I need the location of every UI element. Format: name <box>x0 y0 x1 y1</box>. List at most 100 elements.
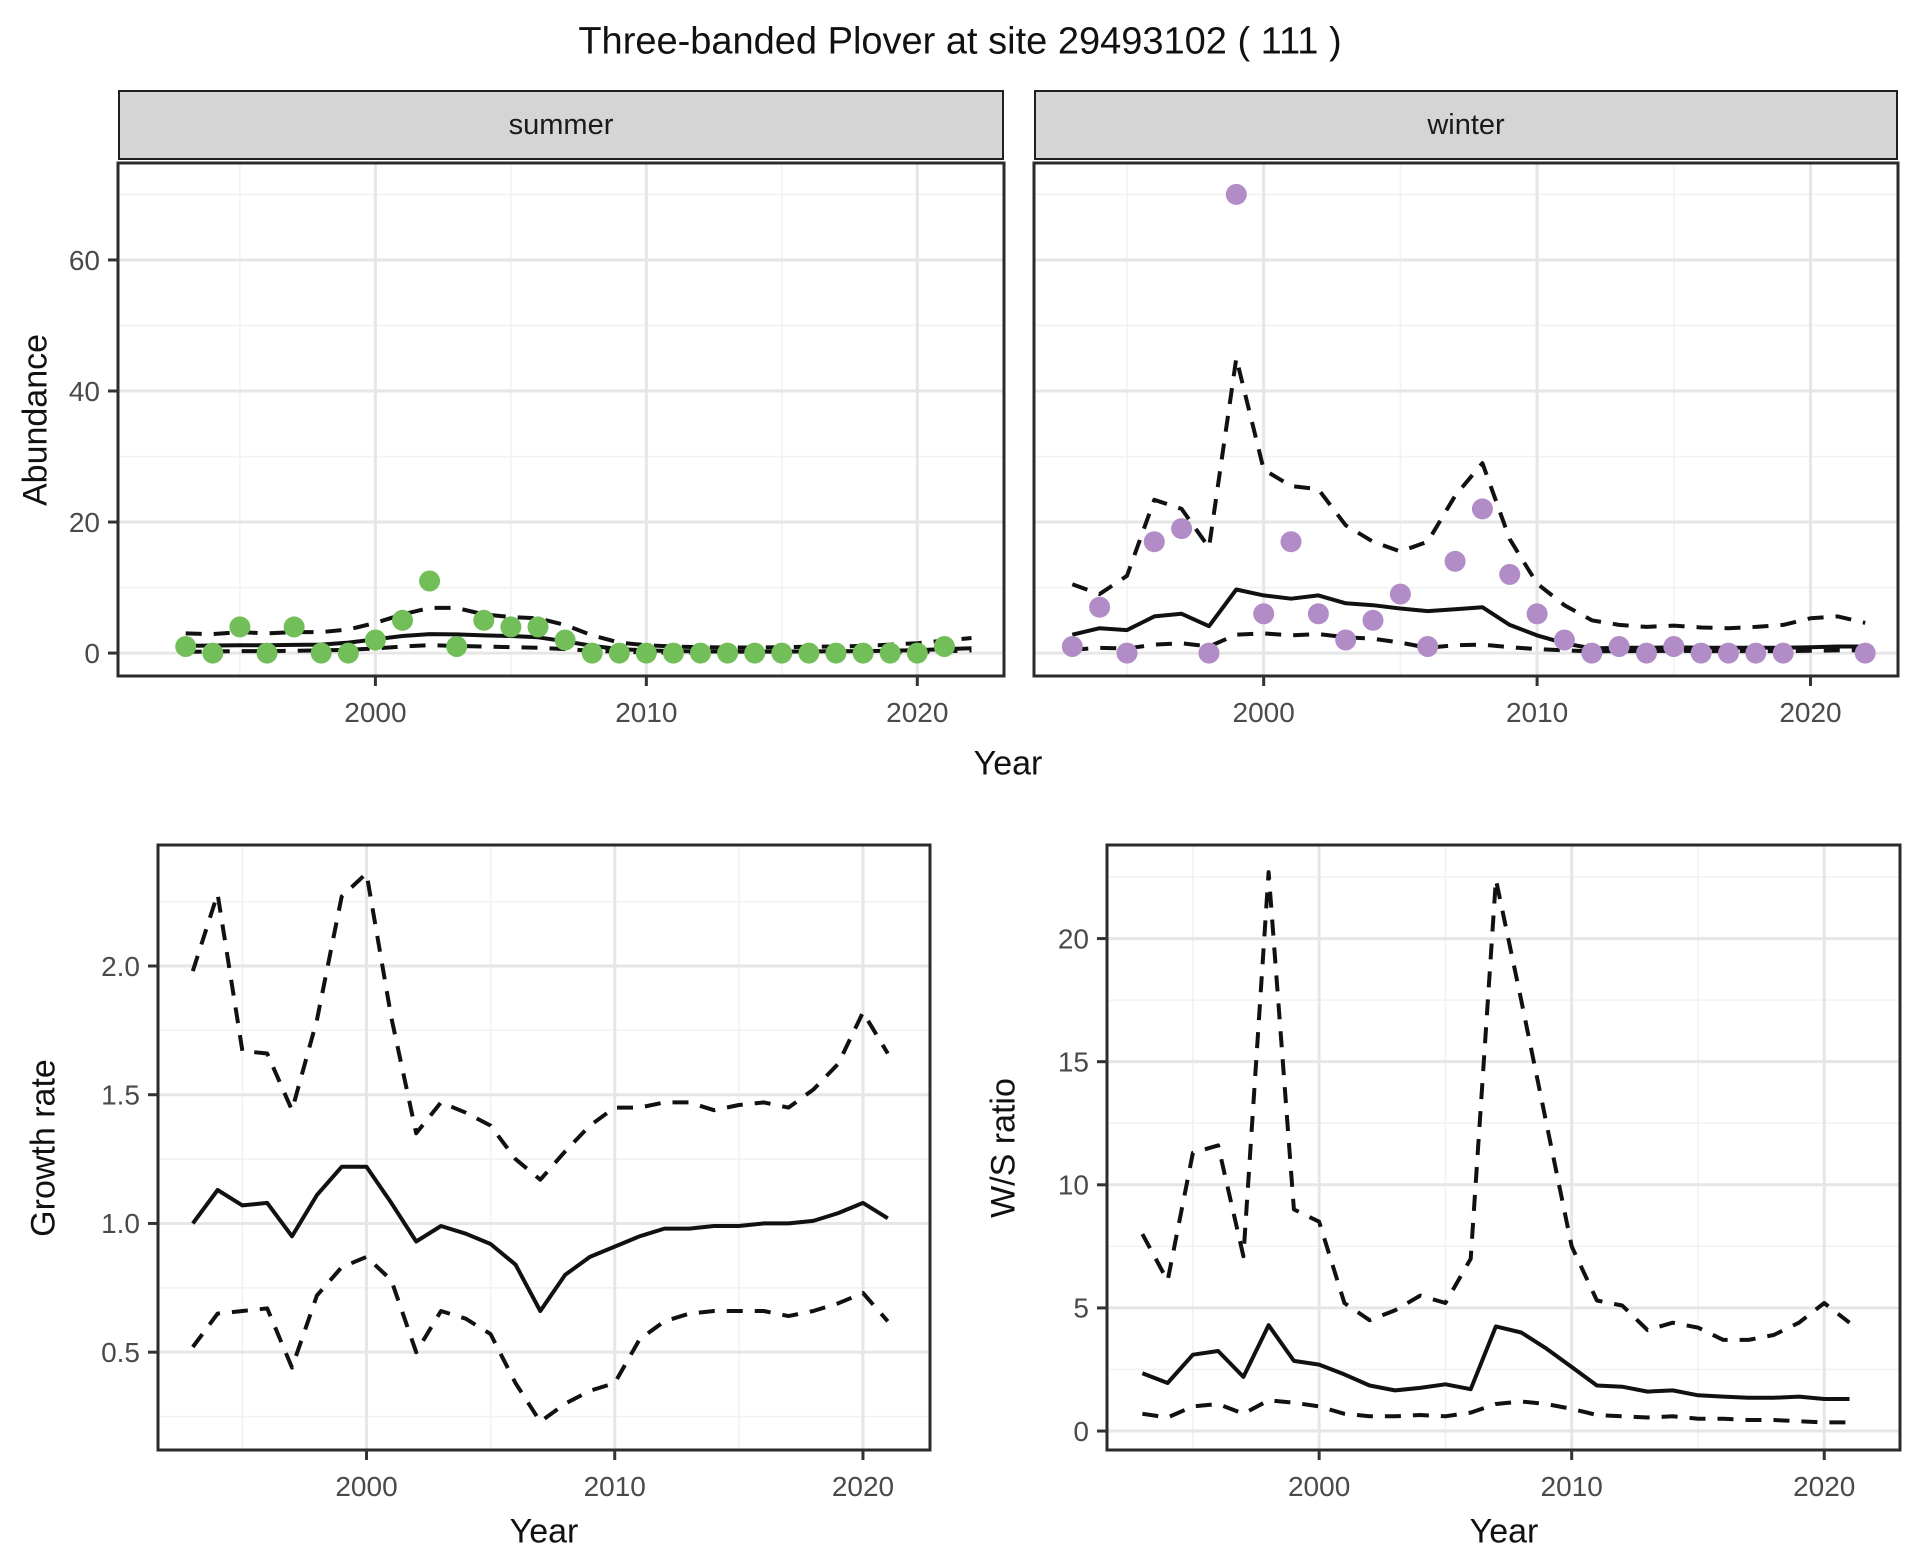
x-tick-label: 2000 <box>1288 1471 1350 1502</box>
y-tick-label: 2.0 <box>101 951 140 982</box>
data-point <box>771 642 793 664</box>
data-point <box>554 629 576 651</box>
data-point <box>1772 642 1794 664</box>
series-lower-ci <box>1072 631 1866 654</box>
data-point <box>1089 596 1111 618</box>
data-point <box>1636 642 1657 664</box>
series-fit <box>191 1164 889 1313</box>
x-tick-label: 2010 <box>615 697 677 728</box>
facet-strip-summer: summer <box>118 90 1004 160</box>
y-axis-title-ws-ratio: W/S ratio <box>984 1078 1023 1218</box>
data-point <box>1690 642 1712 664</box>
y-tick-label: 0 <box>1073 1416 1089 1447</box>
data-point <box>879 642 901 664</box>
x-tick-label: 2020 <box>832 1471 894 1502</box>
data-point <box>1225 183 1247 205</box>
data-point <box>1553 629 1575 651</box>
x-tick-label: 2000 <box>335 1471 397 1502</box>
data-point <box>825 642 847 664</box>
figure-title: Three-banded Plover at site 29493102 ( 1… <box>578 20 1342 63</box>
data-point <box>527 616 549 638</box>
y-tick-label: 40 <box>69 376 100 407</box>
data-point <box>1389 583 1411 605</box>
data-point <box>1143 531 1165 553</box>
x-tick-label: 2010 <box>584 1471 646 1502</box>
facet-label-summer: summer <box>508 108 614 141</box>
y-tick-label: 1.0 <box>101 1208 140 1239</box>
data-point <box>364 629 386 651</box>
data-point <box>446 636 468 657</box>
facet-label-winter: winter <box>1427 108 1505 141</box>
data-point <box>1608 636 1630 657</box>
series-fit <box>1141 1323 1850 1401</box>
data-point <box>1663 636 1685 657</box>
y-tick-label: 5 <box>1073 1293 1089 1324</box>
data-point <box>1526 603 1548 625</box>
data-point <box>500 616 522 638</box>
panel-background <box>118 163 1004 676</box>
data-point <box>283 616 305 638</box>
x-tick-label: 2020 <box>1779 697 1841 728</box>
panel-background <box>1034 163 1898 676</box>
x-axis-title-growth-year: Year <box>509 1512 579 1551</box>
data-point <box>635 642 657 664</box>
data-point <box>744 642 766 664</box>
data-point <box>229 616 251 638</box>
y-tick-label: 10 <box>1058 1170 1089 1201</box>
data-point <box>906 642 928 664</box>
data-point <box>1718 642 1739 664</box>
panel-border <box>1105 843 1902 1452</box>
y-tick-label: 60 <box>69 245 100 276</box>
panel-border <box>156 843 932 1452</box>
x-tick-label: 2020 <box>886 697 948 728</box>
data-point <box>256 642 278 664</box>
data-point <box>581 642 603 664</box>
data-point <box>392 609 413 631</box>
x-tick-label: 2010 <box>1506 697 1568 728</box>
y-tick-label: 1.5 <box>101 1080 140 1111</box>
y-tick-label: 0.5 <box>101 1337 140 1368</box>
x-axis-title-top-year: Year <box>973 744 1043 783</box>
x-tick-label: 2010 <box>1541 1471 1603 1502</box>
panel-background <box>158 845 930 1450</box>
data-point <box>202 642 224 664</box>
x-tick-label: 2000 <box>344 697 406 728</box>
data-point <box>1499 563 1521 585</box>
data-point <box>1061 636 1083 657</box>
data-point <box>1745 642 1767 664</box>
data-point <box>717 642 739 664</box>
data-point <box>608 642 630 664</box>
data-point <box>1116 642 1138 664</box>
data-point <box>175 636 197 657</box>
data-point <box>1280 531 1302 553</box>
data-point <box>1171 518 1193 540</box>
data-point <box>419 570 441 592</box>
y-axis-title-growth-rate: Growth rate <box>24 1059 63 1237</box>
y-tick-label: 0 <box>84 638 100 669</box>
data-point <box>1854 642 1876 664</box>
y-tick-label: 15 <box>1058 1046 1089 1077</box>
x-axis-title-ws-year: Year <box>1469 1512 1539 1551</box>
data-point <box>933 636 955 657</box>
data-point <box>1307 603 1329 625</box>
data-point <box>473 609 495 631</box>
y-axis-title-abundance: Abundance <box>16 333 55 507</box>
data-point <box>1198 642 1220 664</box>
data-point <box>1362 609 1384 631</box>
data-point <box>1581 642 1603 664</box>
facet-strip-winter: winter <box>1034 90 1898 160</box>
series-lower-ci <box>191 1254 890 1424</box>
panel-border <box>116 161 1006 678</box>
x-tick-label: 2020 <box>1793 1471 1855 1502</box>
y-tick-label: 20 <box>1058 923 1089 954</box>
data-point <box>852 642 874 664</box>
series-lower-ci <box>1142 1398 1850 1425</box>
data-point <box>1417 636 1439 657</box>
data-point <box>690 642 711 664</box>
series-upper-ci <box>190 871 890 1182</box>
series-upper-ci <box>185 605 972 650</box>
data-point <box>1444 550 1466 572</box>
y-tick-label: 20 <box>69 507 100 538</box>
data-point <box>310 642 332 664</box>
